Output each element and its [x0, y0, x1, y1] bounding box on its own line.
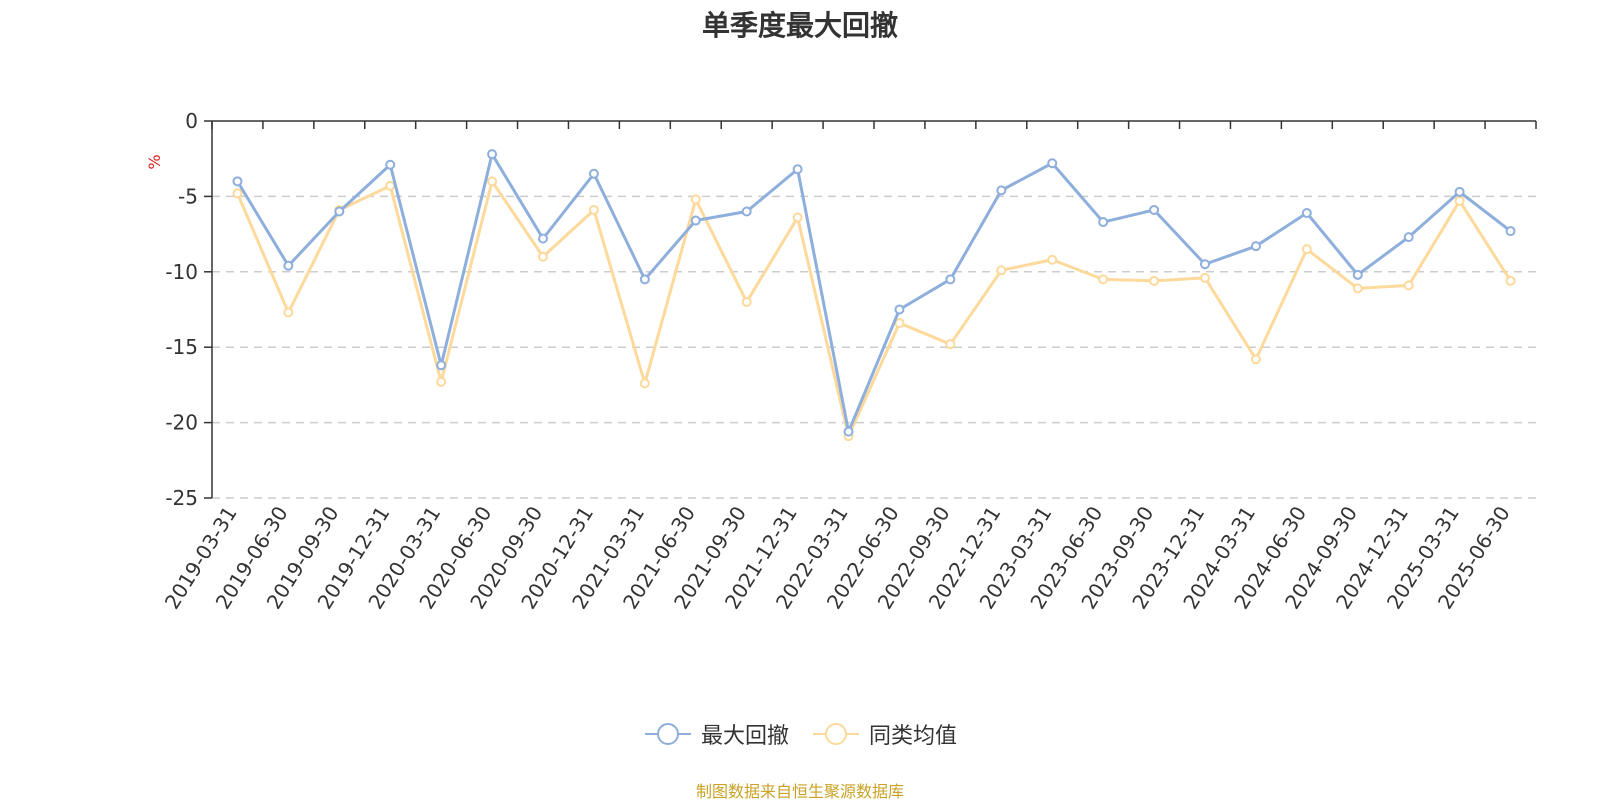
legend-line-circle-icon	[644, 723, 691, 745]
grid-lines	[212, 195, 1536, 499]
data-point	[487, 149, 498, 160]
data-point	[283, 260, 294, 271]
line-chart: 0-5-10-15-20-252019-03-312019-06-302019-…	[145, 109, 1537, 613]
data-point	[843, 426, 854, 437]
data-point	[741, 206, 752, 217]
data-point	[792, 164, 803, 175]
data-point	[1454, 195, 1465, 206]
legend-label: 同类均值	[869, 724, 958, 749]
data-point	[945, 339, 956, 350]
data-point	[1301, 244, 1312, 255]
data-point	[588, 168, 599, 179]
y-tick-label: -5	[178, 184, 198, 208]
data-point	[1098, 217, 1109, 228]
data-point	[588, 204, 599, 215]
data-point	[1200, 272, 1210, 283]
data-point	[639, 274, 650, 285]
data-point	[1352, 283, 1363, 294]
data-point	[232, 188, 243, 199]
data-point	[690, 215, 701, 226]
series-line	[236, 179, 1512, 438]
data-point	[538, 251, 548, 262]
data-point	[436, 360, 447, 371]
data-point	[894, 318, 905, 329]
data-point	[232, 176, 243, 187]
data-point	[385, 159, 396, 170]
data-point	[385, 180, 396, 191]
data-point	[996, 265, 1007, 276]
axes: 0-5-10-15-20-252019-03-312019-06-302019-…	[145, 109, 1537, 613]
data-point	[334, 206, 345, 217]
data-point	[1200, 259, 1210, 270]
data-point	[1454, 186, 1465, 197]
data-point	[283, 307, 294, 318]
data-point	[487, 176, 498, 187]
data-point	[436, 376, 447, 387]
data-point	[894, 304, 905, 315]
data-point	[1149, 275, 1160, 286]
y-tick-label: -10	[165, 260, 198, 284]
source-note: 制图数据来自恒生聚源数据库	[695, 782, 904, 801]
data-point	[1098, 274, 1109, 285]
data-point	[1403, 280, 1414, 291]
data-point	[1352, 269, 1363, 280]
data-point	[1149, 204, 1160, 215]
y-tick-label: 0	[185, 109, 198, 133]
data-point	[1250, 241, 1261, 252]
data-point	[690, 194, 701, 205]
data-point	[1505, 226, 1516, 237]
data-point	[639, 378, 650, 389]
chart-title: 单季度最大回撤	[701, 9, 898, 42]
legend: 最大回撤 同类均值	[0, 718, 1600, 750]
data-point	[1047, 158, 1058, 169]
series-lines	[232, 149, 1516, 442]
legend-label: 最大回撤	[700, 724, 789, 749]
data-point	[1047, 254, 1058, 265]
data-point	[792, 212, 803, 223]
y-tick-label: -25	[165, 486, 198, 510]
legend-line-circle-icon	[813, 723, 859, 745]
data-point	[996, 185, 1007, 196]
legend-item-max-drawdown[interactable]: 最大回撤	[643, 718, 789, 750]
data-point	[538, 233, 548, 244]
data-point	[1505, 275, 1516, 286]
series-line	[236, 152, 1512, 434]
y-tick-label: -20	[165, 411, 198, 435]
legend-item-peer-average[interactable]: 同类均值	[811, 718, 957, 750]
data-point	[1301, 207, 1312, 218]
data-point	[945, 274, 956, 285]
y-axis-label: %	[145, 154, 164, 169]
data-point	[1250, 354, 1261, 365]
y-tick-label: -15	[165, 335, 198, 359]
data-point	[1403, 232, 1414, 243]
data-point	[741, 296, 752, 307]
